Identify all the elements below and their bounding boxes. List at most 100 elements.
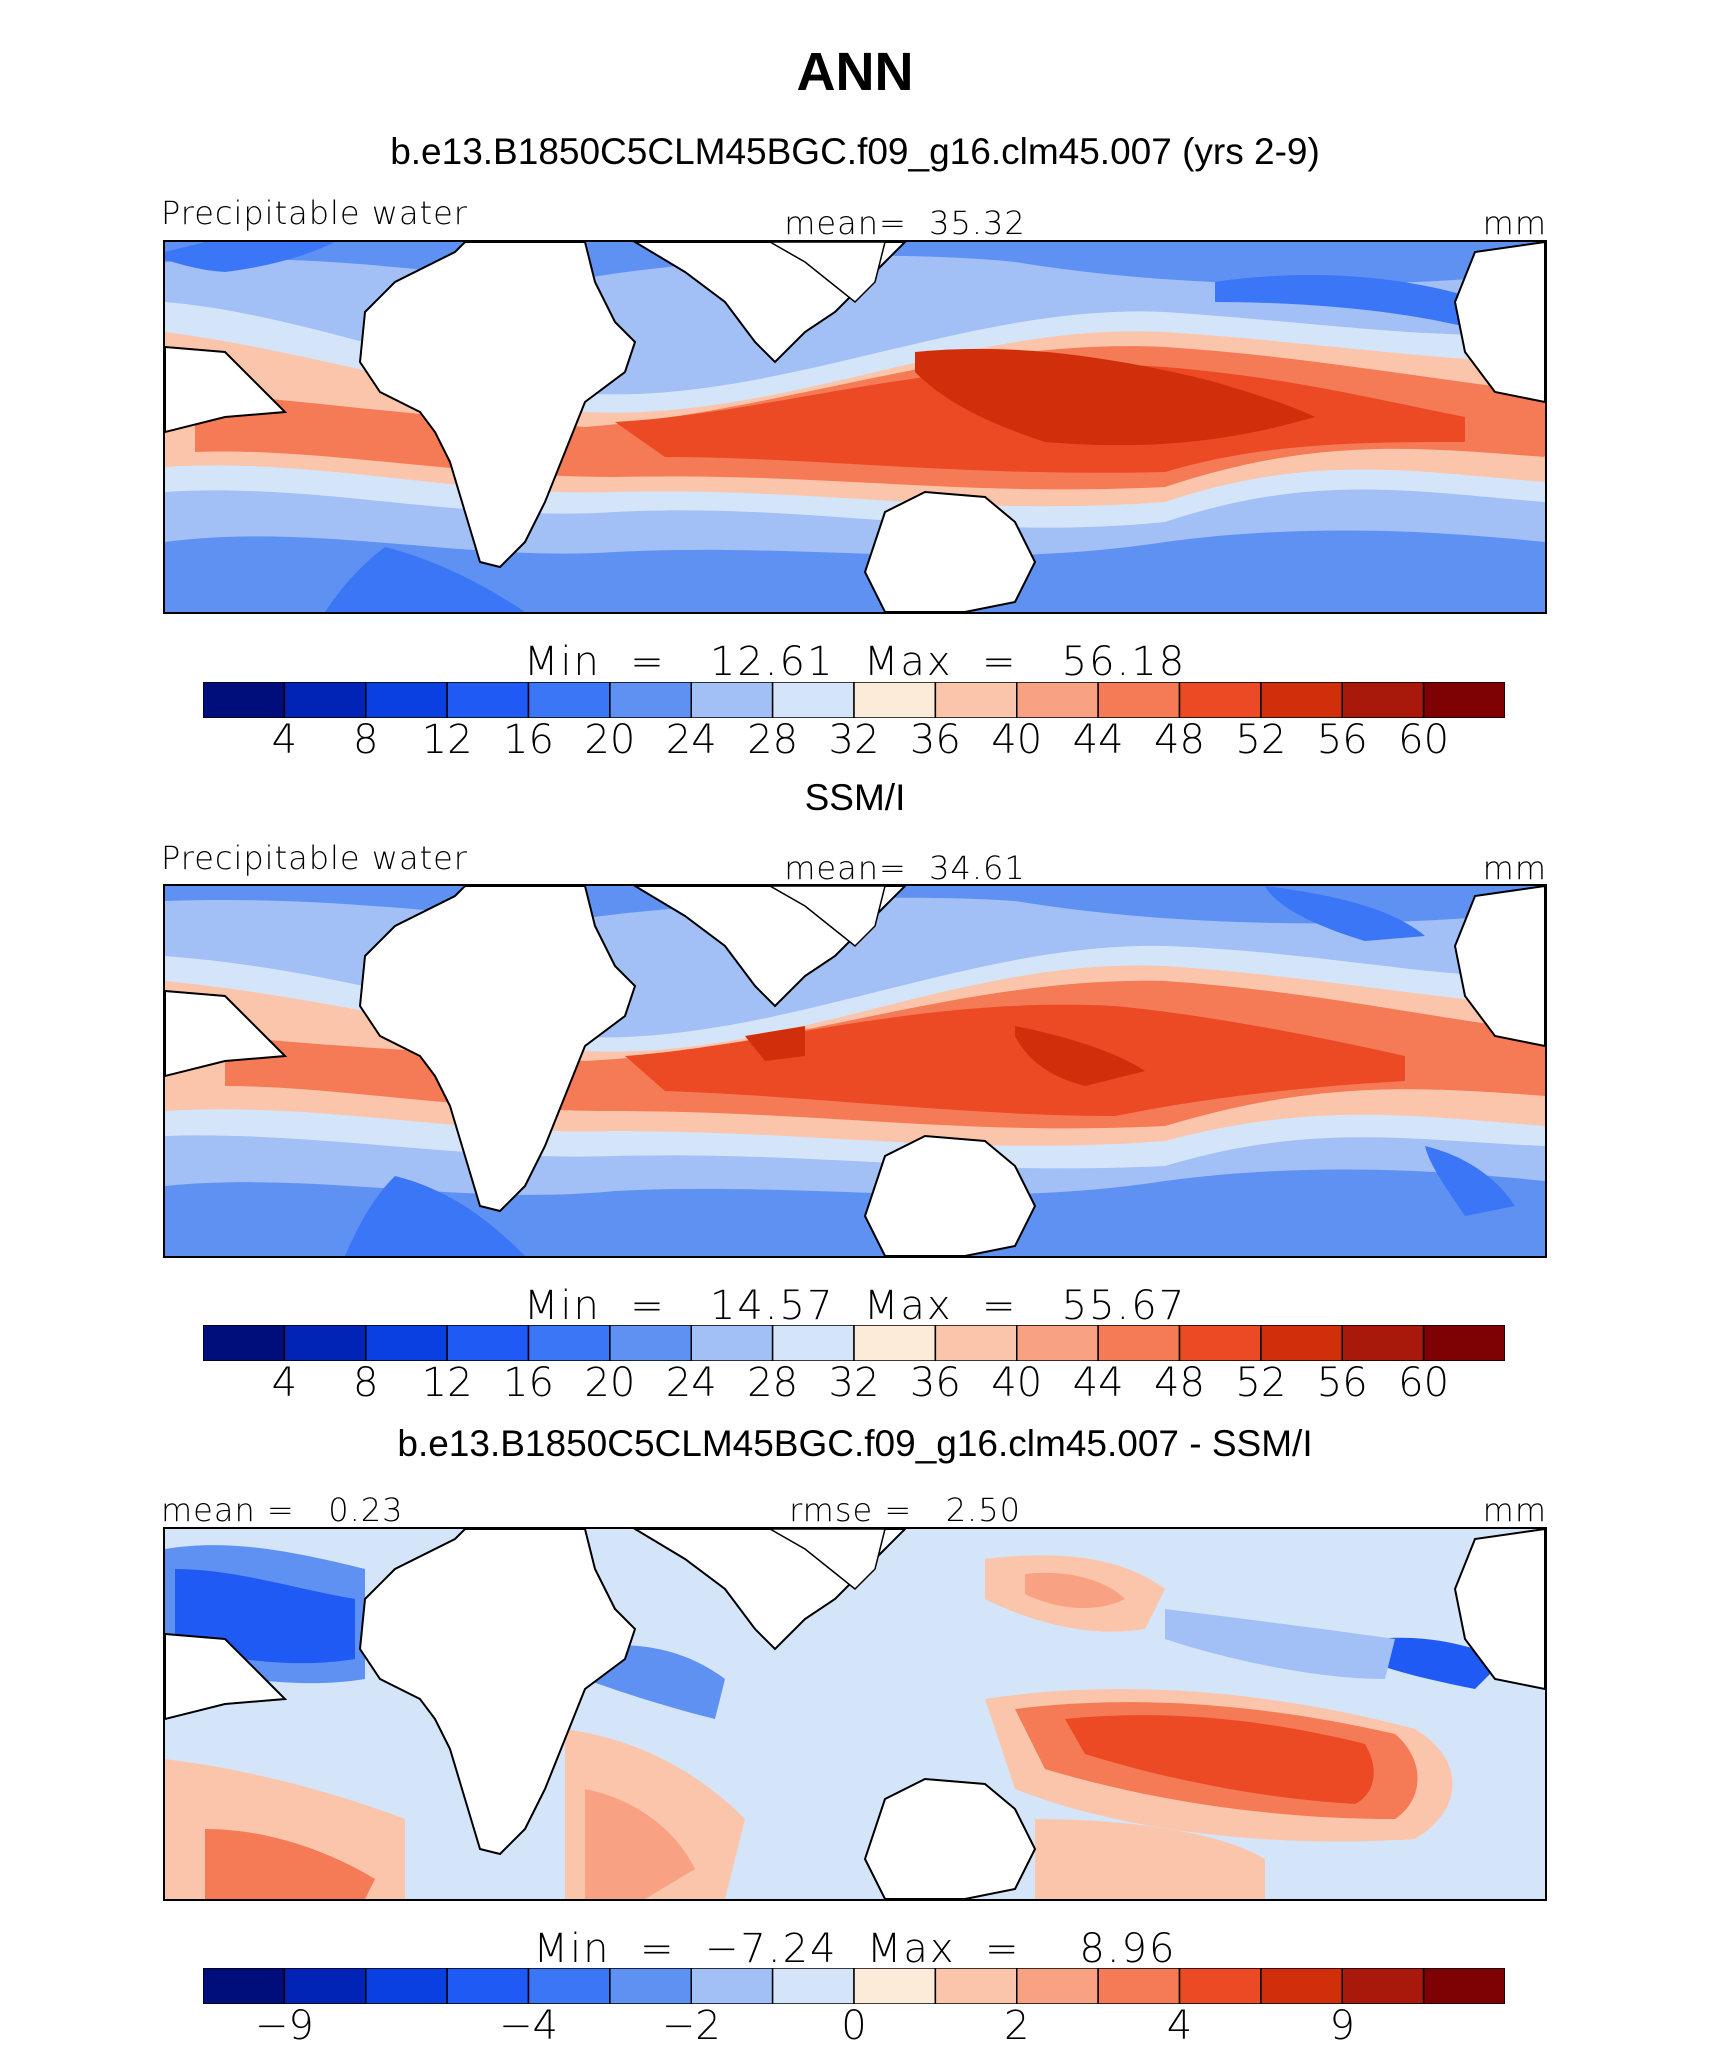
colorbar-swatch xyxy=(1178,1324,1262,1362)
colorbar-tick-label: 4 xyxy=(271,1360,298,1406)
field-band xyxy=(165,1169,1545,1256)
colorbar-tick-label: −4 xyxy=(499,2003,558,2049)
south-america-landmass xyxy=(165,345,288,434)
field-band xyxy=(745,1026,805,1061)
colorbar-swatch xyxy=(527,1324,611,1362)
colorbar-tick-label: 36 xyxy=(909,1360,961,1406)
field-band xyxy=(1425,1146,1515,1216)
colorbar-swatch xyxy=(1178,681,1262,719)
colorbar-tick-label: 12 xyxy=(421,717,473,763)
colorbar-tick-label: 52 xyxy=(1235,1360,1287,1406)
panel1-map xyxy=(163,240,1547,614)
colorbar-swatch xyxy=(1341,1967,1425,2005)
panel2-min-max: Min = 14.57 Max = 55.67 xyxy=(523,1283,1187,1329)
colorbar-tick-label: 16 xyxy=(503,1360,554,1406)
colorbar-swatch xyxy=(1016,1967,1099,2005)
colorbar-tick-label: 4 xyxy=(1166,2003,1193,2049)
africa-landmass xyxy=(358,242,637,569)
panel2-colorbar-ticks: 4 8 12 16 20 24 28 32 36 40 44 48 52 56 60 xyxy=(0,1361,1710,1407)
colorbar-svg xyxy=(202,681,1506,719)
colorbar-swatch xyxy=(1422,1324,1506,1362)
africa-landmass xyxy=(358,886,637,1213)
colorbar-swatch xyxy=(1260,681,1343,719)
colorbar-tick-label: 0 xyxy=(841,2003,867,2049)
colorbar-swatch xyxy=(609,1967,692,2005)
field-band xyxy=(1215,274,1485,332)
colorbar-swatch xyxy=(446,1967,530,2005)
colorbar-tick-label: 36 xyxy=(909,717,961,763)
colorbar-tick-label: 40 xyxy=(991,1360,1043,1406)
page-title: ANN xyxy=(796,42,914,102)
colorbar-swatch xyxy=(771,1967,855,2005)
colorbar-swatch xyxy=(771,681,855,719)
colorbar-swatch xyxy=(609,1324,692,1362)
colorbar-tick-label: 24 xyxy=(665,1360,717,1406)
panel2-colorbar xyxy=(202,1324,1506,1362)
panel3-map-svg xyxy=(165,1529,1545,1899)
colorbar-swatch xyxy=(446,681,530,719)
south-america-landmass xyxy=(165,989,288,1078)
colorbar-tick-label: 12 xyxy=(421,1360,473,1406)
colorbar-tick-label: 44 xyxy=(1072,717,1124,763)
colorbar-tick-label: 40 xyxy=(991,717,1043,763)
colorbar-swatch xyxy=(853,681,937,719)
colorbar-swatch xyxy=(771,1324,855,1362)
panel2-map xyxy=(163,884,1547,1258)
colorbar-swatch xyxy=(1016,681,1099,719)
colorbar-tick-label: 9 xyxy=(1329,2003,1355,2049)
panel3-rmse-label: rmse = 2.50 xyxy=(789,1491,1021,1529)
colorbar-tick-label: 24 xyxy=(665,717,717,763)
india-landmass xyxy=(768,1529,886,1591)
colorbar-swatch xyxy=(934,1324,1018,1362)
colorbar-swatch xyxy=(365,1324,448,1362)
colorbar-swatch xyxy=(1016,1324,1099,1362)
panel3-units-label: mm xyxy=(1482,1491,1547,1529)
field-band xyxy=(1015,1026,1145,1086)
colorbar-tick-label: −2 xyxy=(661,2003,721,2049)
americas-landmass xyxy=(1453,1529,1545,1691)
panel2-subtitle: SSM/I xyxy=(804,777,906,818)
colorbar-swatch xyxy=(934,681,1018,719)
colorbar-tick-label: 4 xyxy=(271,717,298,763)
colorbar-swatch xyxy=(853,1324,937,1362)
colorbar-tick-label: 28 xyxy=(747,717,799,763)
colorbar-tick-label: 56 xyxy=(1316,1360,1368,1406)
australia-landmass xyxy=(863,1777,1037,1899)
panel1-mean-label: mean= 35.32 xyxy=(784,204,1026,242)
india-landmass xyxy=(768,242,886,304)
panel3-mean-label: mean = 0.23 xyxy=(161,1491,404,1529)
panel1-units-label: mm xyxy=(1482,204,1547,242)
colorbar-tick-label: 8 xyxy=(353,717,379,763)
colorbar-tick-label: 20 xyxy=(584,717,636,763)
south-america-landmass xyxy=(165,1632,288,1721)
panel1-subtitle: b.e13.B1850C5CLM45BGC.f09_g16.clm45.007 … xyxy=(390,131,1320,172)
colorbar-swatch xyxy=(1422,681,1506,719)
field-band xyxy=(1365,1637,1505,1689)
panel3-min-max: Min = −7.24 Max = 8.96 xyxy=(533,1926,1177,1972)
colorbar-tick-label: 32 xyxy=(828,1360,880,1406)
colorbar-swatch xyxy=(1341,681,1425,719)
colorbar-swatch xyxy=(690,1324,774,1362)
colorbar-swatch xyxy=(202,1967,286,2005)
panel1-colorbar xyxy=(202,681,1506,719)
colorbar-tick-label: 60 xyxy=(1398,1360,1450,1406)
colorbar-svg xyxy=(202,1967,1506,2005)
colorbar-swatch xyxy=(365,681,448,719)
colorbar-tick-label: 32 xyxy=(828,717,880,763)
colorbar-swatch xyxy=(690,1967,774,2005)
field-band xyxy=(345,1176,525,1256)
australia-landmass xyxy=(863,1134,1037,1256)
panel3-colorbar-ticks: −9 −4 −2 0 2 4 9 xyxy=(0,2004,1710,2050)
panel3-colorbar xyxy=(202,1967,1506,2005)
field-band xyxy=(585,1789,695,1899)
colorbar-tick-label: 20 xyxy=(584,1360,636,1406)
americas-landmass xyxy=(1453,242,1545,404)
colorbar-swatch xyxy=(1097,1324,1181,1362)
panel3-map xyxy=(163,1527,1547,1901)
field-band xyxy=(165,242,335,272)
colorbar-tick-label: 28 xyxy=(747,1360,799,1406)
colorbar-swatch xyxy=(283,1967,367,2005)
panel2-units-label: mm xyxy=(1482,849,1547,887)
colorbar-tick-label: 56 xyxy=(1316,717,1368,763)
field-band xyxy=(1265,886,1425,941)
